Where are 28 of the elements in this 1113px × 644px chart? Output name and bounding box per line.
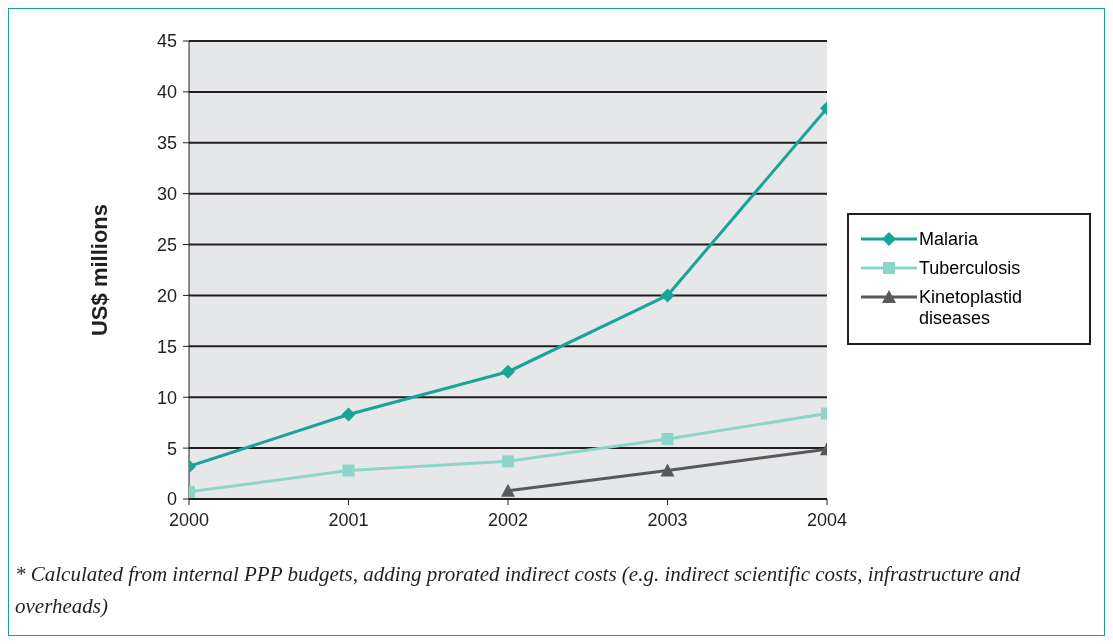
point [501, 364, 515, 379]
y-tick-label: 45 [156, 31, 177, 52]
y-axis-title: US$ millions [86, 203, 112, 337]
y-tick-label: 35 [156, 133, 177, 154]
x-tick-label: 2002 [487, 509, 529, 530]
y-tick-label: 20 [156, 285, 177, 306]
y-tick-label: 25 [156, 234, 177, 255]
point [341, 407, 356, 422]
point [501, 483, 515, 497]
y-tick-label: 40 [156, 82, 177, 103]
x-tick-label: 2003 [647, 509, 688, 530]
point [502, 455, 514, 468]
point [660, 288, 675, 303]
point [660, 463, 675, 477]
y-tick-label: 30 [156, 184, 177, 205]
y-tick-label: 10 [156, 387, 177, 408]
point [661, 432, 674, 445]
text: * Calculated from internal PPP budgets, adding prorated indirect costs (e.g. indirect scientific costs, infrastructure and overheads) [15, 561, 1022, 620]
y-tick-label: 15 [156, 336, 177, 357]
legend-label: Kinetoplastid diseases [919, 287, 1024, 329]
legend-label: Tuberculosis [919, 258, 1022, 279]
point [342, 464, 355, 477]
y-tick-label: 5 [166, 438, 177, 459]
x-tick-label: 2000 [168, 509, 210, 530]
x-tick-label: 2001 [328, 509, 369, 530]
y-tick-label: 0 [166, 489, 177, 510]
legend-label: Malaria [919, 229, 980, 250]
x-tick-label: 2004 [806, 509, 848, 530]
